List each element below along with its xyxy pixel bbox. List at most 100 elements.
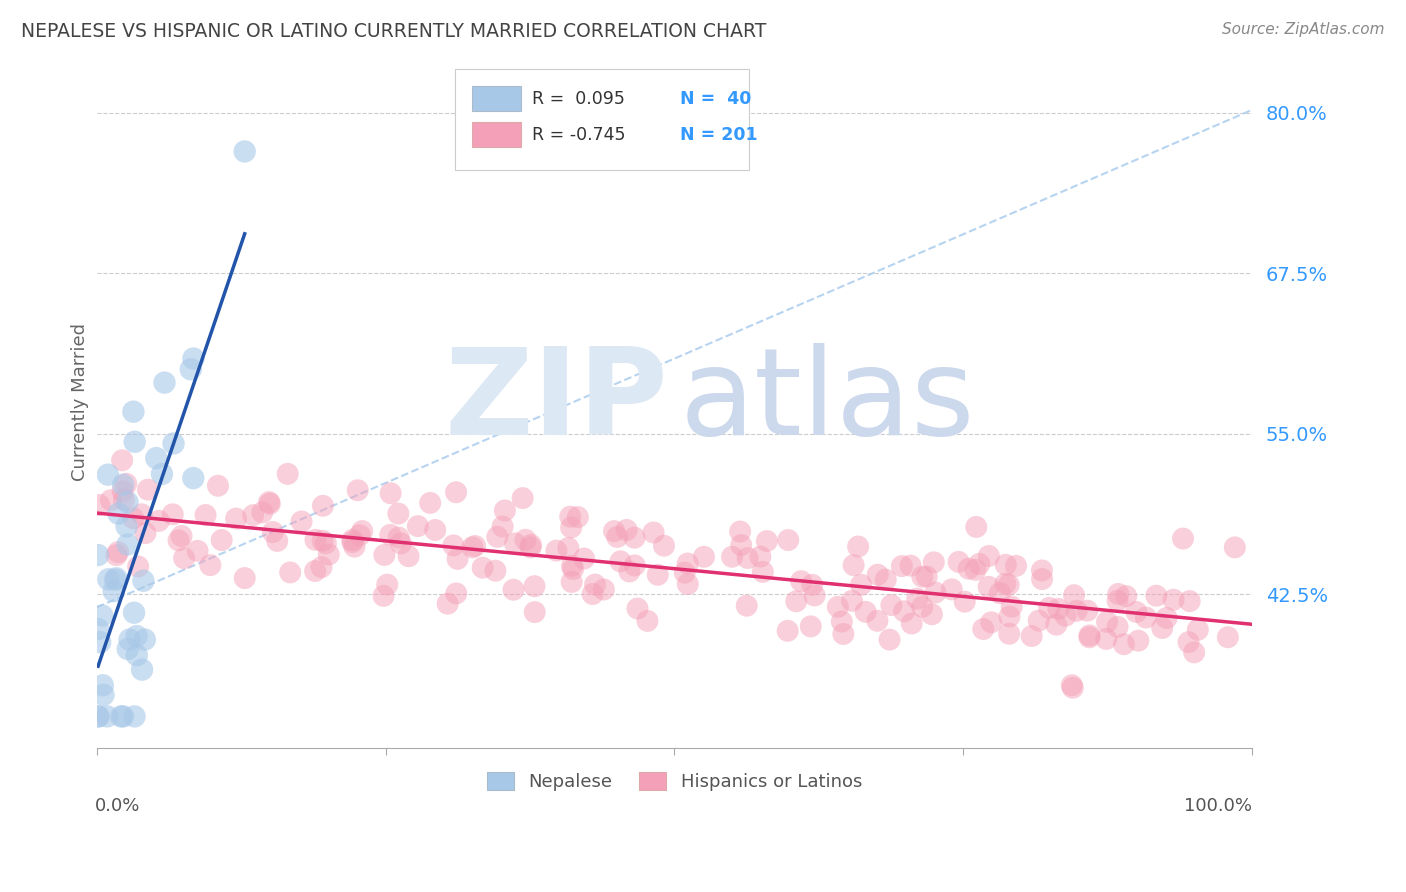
Point (921, 607, 943, 622)
Point (673, 566, 696, 580)
Point (560, 509, 582, 524)
Point (972, 622, 994, 636)
Point (1107, 620, 1129, 634)
Point (97, 572, 120, 586)
Point (373, 548, 395, 562)
Point (122, 511, 145, 525)
Point (801, 578, 824, 592)
Point (1054, 608, 1077, 623)
Point (893, 604, 915, 618)
Text: N = 201: N = 201 (681, 126, 758, 144)
Point (730, 538, 752, 552)
FancyBboxPatch shape (472, 87, 520, 112)
Point (277, 467, 299, 481)
Point (444, 485, 467, 500)
Point (994, 558, 1017, 572)
Point (406, 519, 429, 533)
Point (911, 599, 934, 614)
Point (349, 528, 371, 542)
Point (387, 507, 409, 521)
Point (104, 573, 127, 587)
Point (1144, 589, 1167, 603)
Text: NEPALESE VS HISPANIC OR LATINO CURRENTLY MARRIED CORRELATION CHART: NEPALESE VS HISPANIC OR LATINO CURRENTLY… (21, 22, 766, 41)
Point (183, 351, 205, 366)
Point (900, 616, 922, 631)
Point (1178, 594, 1201, 608)
Point (112, 492, 135, 507)
Point (1223, 541, 1246, 555)
Point (117, 495, 139, 509)
Point (242, 508, 264, 523)
Text: ZIP: ZIP (444, 343, 668, 460)
Point (262, 524, 284, 539)
Point (132, 574, 155, 588)
Point (1031, 563, 1053, 577)
Point (512, 491, 534, 505)
Point (464, 539, 486, 553)
Point (866, 614, 889, 628)
Point (1107, 593, 1129, 607)
Point (136, 483, 159, 497)
Point (676, 577, 699, 591)
Point (173, 551, 195, 566)
Point (523, 605, 546, 619)
Point (105, 548, 128, 562)
Point (115, 519, 138, 533)
Point (957, 562, 980, 576)
Point (148, 514, 170, 528)
Point (110, 709, 132, 723)
Point (398, 549, 420, 564)
Point (89, 498, 111, 512)
Point (890, 559, 912, 574)
Point (380, 528, 402, 542)
Point (922, 555, 945, 569)
Point (107, 545, 129, 559)
Point (911, 570, 934, 584)
Point (304, 564, 326, 578)
Point (1021, 629, 1043, 643)
Point (1135, 610, 1157, 624)
Point (583, 577, 606, 591)
Point (980, 615, 1002, 630)
Point (941, 582, 963, 597)
Point (380, 486, 402, 500)
Point (446, 586, 468, 600)
Point (572, 551, 595, 566)
FancyBboxPatch shape (472, 122, 520, 147)
Point (785, 594, 807, 608)
Text: R =  0.095: R = 0.095 (533, 90, 626, 108)
Point (880, 598, 903, 612)
Point (89, 635, 111, 649)
Point (752, 565, 775, 579)
Text: 100.0%: 100.0% (1184, 797, 1251, 815)
Point (998, 626, 1021, 640)
Point (131, 508, 153, 522)
Point (87, 548, 110, 562)
Point (832, 627, 855, 641)
Point (1177, 635, 1199, 649)
Point (97, 467, 120, 482)
Point (389, 536, 412, 550)
Point (96, 709, 118, 723)
Y-axis label: Currently Married: Currently Married (72, 323, 89, 481)
Point (342, 533, 364, 547)
Point (1060, 678, 1083, 692)
Point (461, 541, 484, 555)
Point (1062, 681, 1084, 695)
Point (561, 558, 583, 573)
Point (105, 571, 128, 585)
Point (1128, 633, 1150, 648)
Point (491, 519, 513, 533)
Point (103, 584, 125, 599)
Point (647, 567, 669, 582)
Point (998, 609, 1021, 624)
Point (494, 503, 516, 517)
Point (1156, 611, 1178, 625)
Point (87, 709, 110, 723)
Point (134, 632, 156, 647)
Point (471, 560, 494, 574)
Point (969, 557, 991, 571)
Text: N =  40: N = 40 (681, 90, 751, 108)
Point (441, 538, 464, 552)
Point (875, 573, 897, 587)
